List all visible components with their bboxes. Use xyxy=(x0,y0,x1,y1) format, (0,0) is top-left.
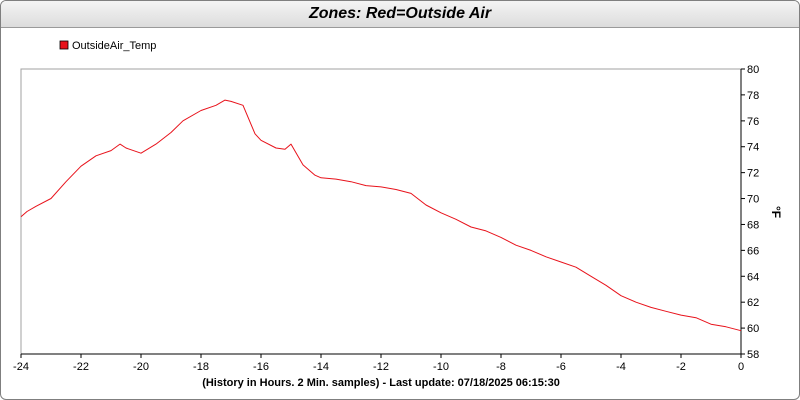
y-tick-label: 60 xyxy=(747,323,759,335)
y-tick-label: 72 xyxy=(747,168,759,180)
x-tick-label: -8 xyxy=(496,361,506,373)
x-axis-label: (History in Hours. 2 Min. samples) - Las… xyxy=(202,377,560,389)
y-tick-label: 76 xyxy=(747,116,759,128)
x-tick-label: -20 xyxy=(133,361,149,373)
x-tick-label: -24 xyxy=(13,361,29,373)
y-tick-label: 78 xyxy=(747,90,759,102)
chart-title: Zones: Red=Outside Air xyxy=(308,5,492,22)
x-tick-label: -10 xyxy=(433,361,449,373)
y-tick-label: 68 xyxy=(747,219,759,231)
legend-swatch xyxy=(59,40,69,50)
plot-axes xyxy=(20,68,742,355)
x-tick-label: -6 xyxy=(556,361,566,373)
x-tick-label: -2 xyxy=(676,361,686,373)
series-line-outsideair-temp xyxy=(20,99,742,332)
x-tick-label: -12 xyxy=(373,361,389,373)
x-tick-label: 0 xyxy=(738,361,744,373)
y-tick-label: 66 xyxy=(747,245,759,257)
x-tick-label: -14 xyxy=(313,361,329,373)
y-tick-label: 70 xyxy=(747,194,759,206)
y-tick-label: 80 xyxy=(747,64,759,76)
title-bar: Zones: Red=Outside Air xyxy=(1,1,799,28)
x-tick-label: -22 xyxy=(73,361,89,373)
legend-label: OutsideAir_Temp xyxy=(72,40,156,52)
tick-labels: -24 -22 -20 -18 -16 -14 -12 -10 -8 -6 -4 -2 05860626… xyxy=(13,64,759,373)
y-axis-label: °F xyxy=(769,206,783,218)
legend: OutsideAir_Temp xyxy=(59,40,156,52)
x-tick-label: -18 xyxy=(193,361,209,373)
y-tick-label: 58 xyxy=(747,349,759,361)
y-tick-label: 64 xyxy=(747,271,759,283)
x-tick-label: -16 xyxy=(253,361,269,373)
y-tick-label: 74 xyxy=(747,142,759,154)
x-tick-label: -4 xyxy=(616,361,626,373)
y-tick-label: 62 xyxy=(747,297,759,309)
plot-area xyxy=(20,68,742,355)
series-layer xyxy=(20,99,742,332)
